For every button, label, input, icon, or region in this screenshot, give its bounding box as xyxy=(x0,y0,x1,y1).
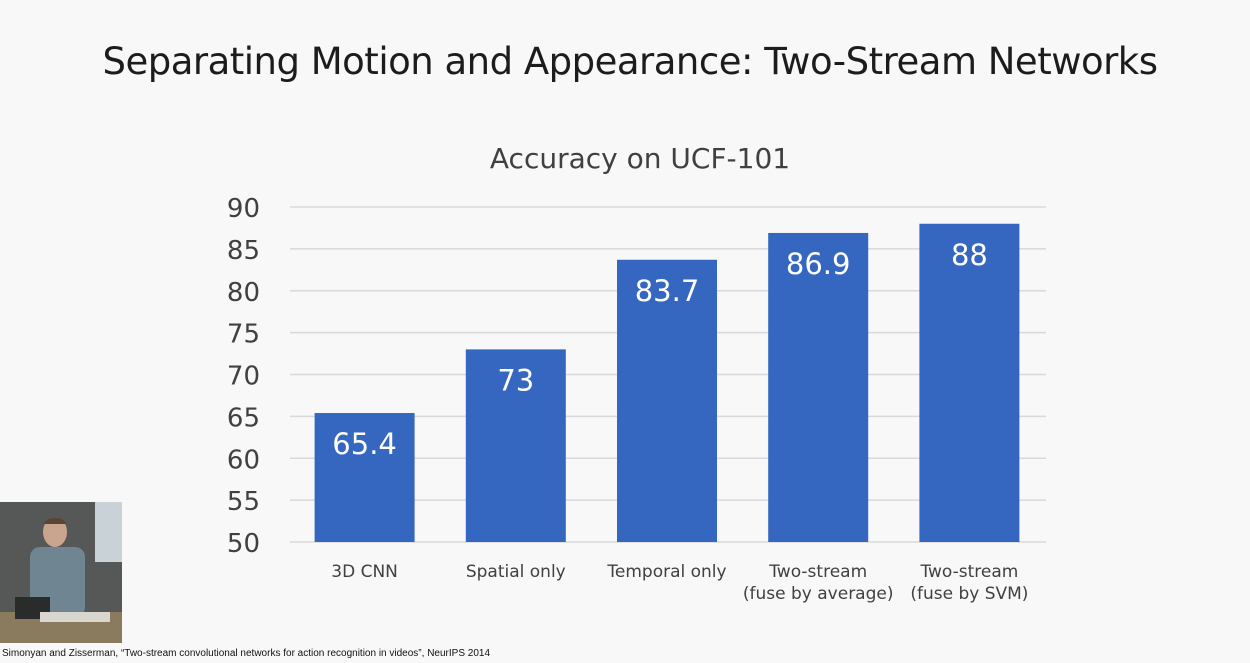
x-tick-label: (fuse by SVM) xyxy=(910,584,1028,604)
y-tick-label: 90 xyxy=(227,194,260,224)
bar xyxy=(617,259,717,542)
x-tick-label: Two-stream xyxy=(768,562,867,582)
y-tick-label: 75 xyxy=(227,320,260,350)
data-label: 88 xyxy=(951,238,988,272)
bar xyxy=(919,223,1020,542)
data-label: 83.7 xyxy=(635,274,700,308)
speaker-webcam xyxy=(0,502,122,643)
data-label: 86.9 xyxy=(786,247,851,281)
citation: Simonyan and Zisserman, “Two-stream conv… xyxy=(2,648,491,659)
x-tick-label: 3D CNN xyxy=(331,562,398,582)
y-tick-label: 60 xyxy=(227,445,260,475)
x-tick-label: Spatial only xyxy=(466,562,566,582)
x-tick-label: Two-stream xyxy=(919,562,1018,582)
y-tick-label: 55 xyxy=(227,487,260,517)
slide-title: Separating Motion and Appearance: Two-St… xyxy=(102,40,1158,83)
bar xyxy=(314,413,415,542)
bar xyxy=(465,349,566,542)
data-label: 73 xyxy=(497,363,534,397)
chart-title: Accuracy on UCF-101 xyxy=(490,142,790,175)
y-tick-label: 85 xyxy=(227,236,260,266)
y-tick-label: 70 xyxy=(227,362,260,392)
y-tick-label: 80 xyxy=(227,278,260,308)
x-tick-label: Temporal only xyxy=(606,562,726,582)
y-tick-label: 65 xyxy=(227,403,260,433)
data-label: 65.4 xyxy=(332,427,397,461)
bar xyxy=(768,232,869,542)
x-tick-label: (fuse by average) xyxy=(743,584,894,604)
y-tick-label: 50 xyxy=(227,529,260,559)
